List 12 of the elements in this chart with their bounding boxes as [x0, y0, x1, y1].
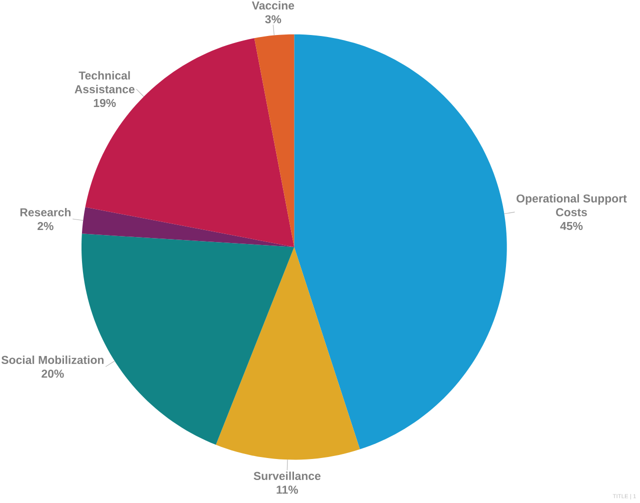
slice-label: Operational Support Costs	[516, 194, 627, 216]
slice-label: Social Mobilization	[1, 356, 104, 364]
data-label: 20%	[42, 370, 64, 378]
slice-label: Technical Assistance	[74, 71, 134, 94]
slice-label: Research	[20, 208, 71, 216]
data-label: 19%	[94, 98, 116, 107]
data-label: 2%	[38, 222, 54, 230]
data-label: 45%	[560, 222, 583, 230]
slice-label: Vaccine	[252, 1, 294, 10]
slice-label: Surveillance	[254, 472, 321, 480]
data-label: 11%	[276, 486, 298, 494]
data-label: 3%	[265, 15, 282, 24]
